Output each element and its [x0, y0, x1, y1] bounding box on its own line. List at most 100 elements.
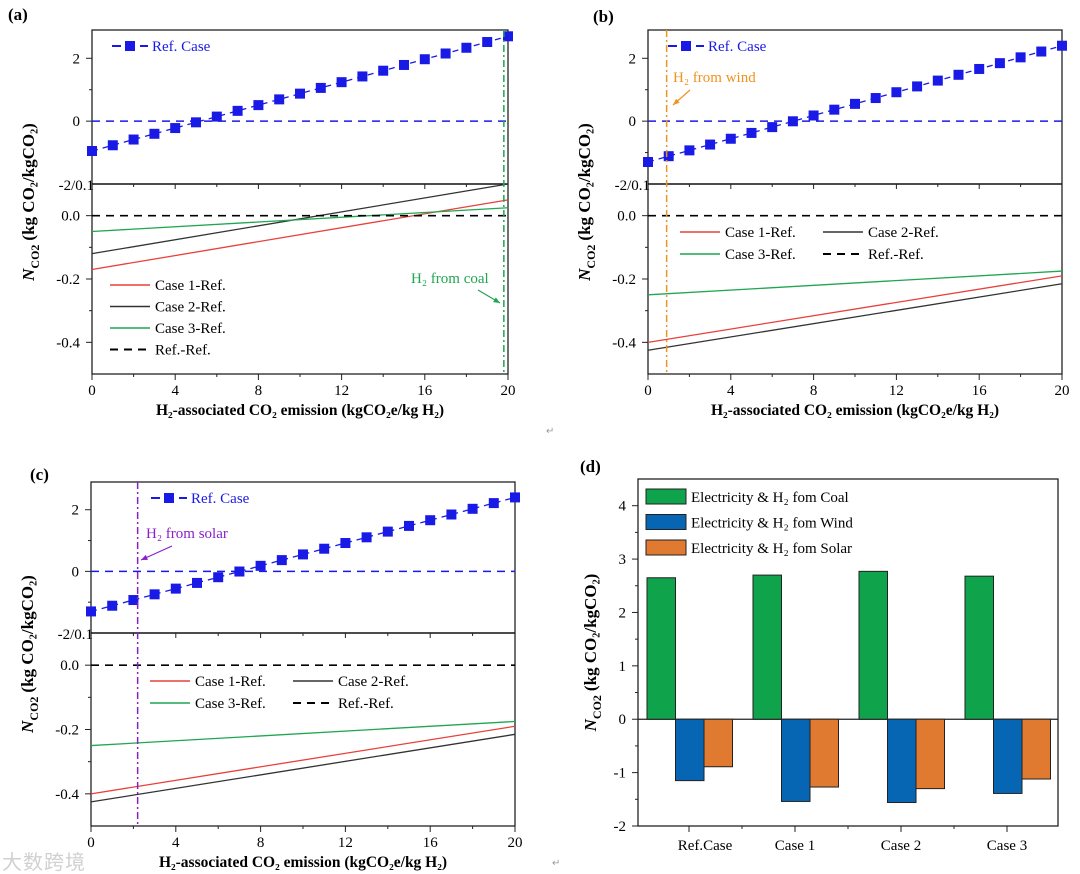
return-mark: ↵ [552, 858, 561, 869]
y-tick-label: -0.4 [55, 787, 79, 803]
ref-case-marker [1015, 52, 1026, 63]
y-label-symbol: N [19, 268, 38, 282]
ref-case-marker [404, 520, 414, 531]
ref-case-line [91, 35, 509, 152]
y-tick-label: 2 [619, 605, 627, 621]
ref-case-marker [684, 145, 695, 156]
y-label-sub: CO2 [590, 695, 604, 719]
series-line-1 [647, 275, 1063, 343]
ref-case-marker [274, 94, 285, 105]
bar-2-case3 [993, 718, 1023, 794]
legend-label: Case 3-Ref. [195, 696, 266, 712]
ref-case-marker [932, 75, 943, 86]
ref-case-marker [211, 111, 222, 122]
x-tick-label: 0 [644, 383, 652, 399]
bar-2-refcase [675, 718, 705, 782]
y-tick-label: 2 [73, 51, 81, 67]
ref-case-line [90, 496, 516, 613]
ref-case-marker [663, 151, 674, 162]
annotation-label: H₂ from coal [411, 271, 489, 287]
ref-case-marker [107, 600, 118, 611]
legend-label: Case 2-Ref. [155, 300, 226, 316]
x-tick-label: 12 [334, 383, 349, 399]
ref-case-marker [643, 157, 653, 167]
y-axis-label: NCO2 (kg CO₂/kgCO₂) [575, 123, 598, 282]
bar-1-case3 [964, 575, 994, 720]
y-label-unit: (kg CO₂/kgCO₂) [581, 574, 600, 691]
ref-case-marker [1036, 46, 1047, 57]
ref-case-marker [86, 606, 96, 617]
watermark-logo: 大数跨境 [2, 850, 86, 874]
arrow-head-icon [673, 98, 680, 105]
x-tick-label: 4 [172, 835, 180, 851]
bar-1-refcase [646, 577, 676, 720]
y-label-unit: (kg CO₂/kgCO₂) [19, 123, 38, 240]
bar-3-case3 [1021, 718, 1051, 780]
x-tick-label: 20 [501, 383, 516, 399]
y-tick-label: -0.4 [612, 335, 636, 351]
bar-1-case2 [858, 570, 888, 720]
legend-label: Ref.-Ref. [155, 343, 211, 359]
y-tick-label: -0.4 [56, 335, 80, 351]
ref-case-marker [891, 87, 902, 98]
x-tick-label: 20 [508, 835, 523, 851]
x-axis-label: H₂-associated CO₂ emission (kgCO₂e/kg H₂… [156, 402, 444, 419]
y-tick-label: 0 [73, 114, 81, 130]
y-tick-label: 3 [619, 552, 627, 568]
ref-case-marker [213, 572, 224, 583]
ref-case-marker [467, 503, 478, 514]
panel-label: (b) [593, 7, 614, 26]
legend-label: Ref.-Ref. [338, 696, 394, 712]
series-line-2 [90, 733, 516, 803]
series-line-3 [91, 207, 509, 233]
ref-case-marker [419, 54, 430, 65]
arrow-head-icon [493, 297, 500, 303]
ref-case-marker [870, 93, 881, 104]
x-tick-label: 16 [417, 383, 433, 399]
legend-swatch [645, 539, 687, 556]
ref-case-marker [149, 589, 160, 600]
y-tick-label: 4 [619, 499, 627, 515]
y-tick-label: 0.0 [617, 209, 636, 225]
y-label-unit: (kg CO₂/kgCO₂) [575, 123, 594, 240]
x-tick-label: 4 [727, 383, 735, 399]
y-tick-label: -2 [614, 819, 627, 835]
ref-case-marker [357, 71, 368, 82]
legend-marker-ref-case [681, 41, 691, 51]
x-tick-label: 8 [255, 383, 263, 399]
ref-case-marker [232, 105, 243, 116]
ref-case-marker [974, 63, 985, 74]
ref-case-marker [767, 122, 778, 133]
bar-3-refcase [703, 718, 733, 768]
y-label-sub: CO2 [584, 245, 598, 269]
series-line-1 [90, 725, 516, 795]
annotation-label: H₂ from solar [146, 526, 228, 542]
ref-case-marker [255, 560, 266, 571]
ref-case-marker [192, 577, 202, 588]
ref-case-marker [912, 81, 923, 92]
ref-case-marker [461, 42, 472, 53]
legend-label: Electricity & H₂ fom Solar [691, 541, 852, 557]
bar-2-case2 [887, 718, 917, 804]
ref-case-marker [488, 498, 499, 509]
x-tick-label: 0 [87, 835, 95, 851]
ref-case-marker [107, 140, 118, 151]
ref-case-marker [295, 88, 305, 99]
return-mark: ↵ [546, 426, 555, 437]
legend-label: Case 1-Ref. [155, 278, 226, 294]
ref-case-marker [336, 77, 347, 88]
ref-case-marker [170, 123, 181, 134]
ref-case-marker [787, 116, 798, 127]
ref-case-marker [850, 98, 860, 109]
x-axis-label: H₂-associated CO₂ emission (kgCO₂e/kg H₂… [711, 402, 999, 419]
x-tick-label: 8 [810, 383, 818, 399]
ref-case-marker [503, 31, 513, 42]
legend-label: Electricity & H₂ fom Coal [691, 490, 849, 506]
ref-case-marker [1057, 40, 1067, 51]
x-tick-label: Case 1 [775, 838, 815, 854]
x-tick-label: Case 3 [987, 838, 1027, 854]
ref-case-marker [510, 492, 520, 503]
